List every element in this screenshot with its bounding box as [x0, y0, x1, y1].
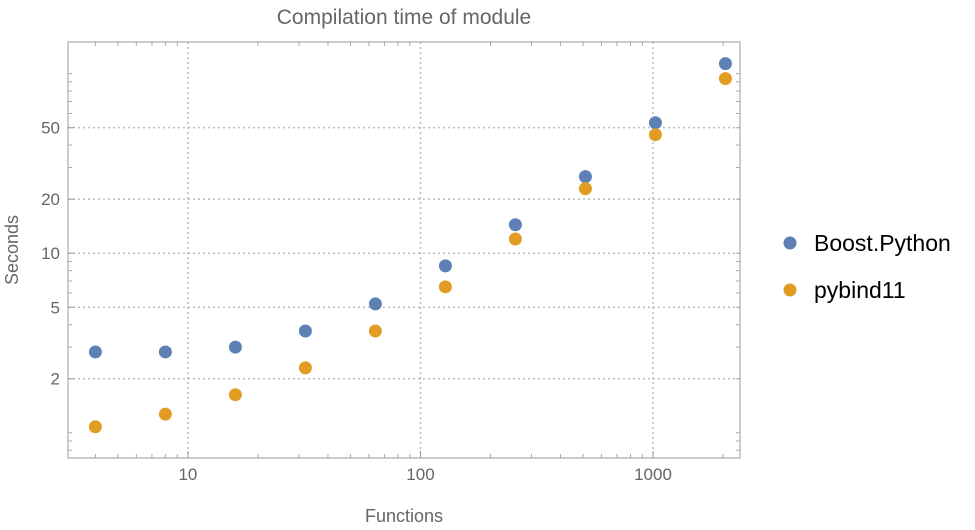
x-axis-label: Functions — [365, 506, 443, 525]
point-boost-python — [718, 57, 732, 71]
x-tick-label: 1000 — [634, 465, 672, 484]
x-tick-label: 100 — [406, 465, 434, 484]
point-boost-python — [158, 345, 172, 359]
x-tick-label: 10 — [178, 465, 197, 484]
point-boost-python — [648, 116, 662, 130]
ticks: 10 100 1000 2 5 10 20 50 — [41, 42, 740, 484]
point-pybind11 — [718, 72, 732, 86]
y-tick-label: 2 — [51, 370, 60, 389]
legend-marker — [783, 236, 797, 250]
y-tick-label: 20 — [41, 190, 60, 209]
point-boost-python — [298, 324, 312, 338]
grid — [68, 42, 740, 458]
y-axis-label: Seconds — [2, 215, 22, 285]
point-pybind11 — [228, 388, 242, 402]
points — [88, 57, 732, 434]
point-boost-python — [88, 345, 102, 359]
point-boost-python — [368, 297, 382, 311]
point-pybind11 — [508, 232, 522, 246]
point-boost-python — [578, 170, 592, 184]
point-pybind11 — [88, 420, 102, 434]
chart-title: Compilation time of module — [277, 6, 531, 29]
legend-label: Boost.Python — [814, 230, 951, 256]
y-tick-label: 5 — [51, 298, 60, 317]
point-pybind11 — [368, 324, 382, 338]
legend-marker — [783, 283, 797, 297]
point-pybind11 — [298, 361, 312, 375]
plot-frame — [67, 41, 741, 459]
point-boost-python — [228, 340, 242, 354]
legend: Boost.Python pybind11 — [783, 230, 951, 303]
point-pybind11 — [648, 128, 662, 142]
point-boost-python — [508, 218, 522, 232]
point-boost-python — [438, 259, 452, 273]
legend-label: pybind11 — [814, 277, 906, 303]
point-pybind11 — [438, 280, 452, 294]
point-pybind11 — [578, 182, 592, 196]
y-tick-label: 50 — [41, 119, 60, 138]
y-tick-label: 10 — [41, 244, 60, 263]
point-pybind11 — [158, 407, 172, 421]
